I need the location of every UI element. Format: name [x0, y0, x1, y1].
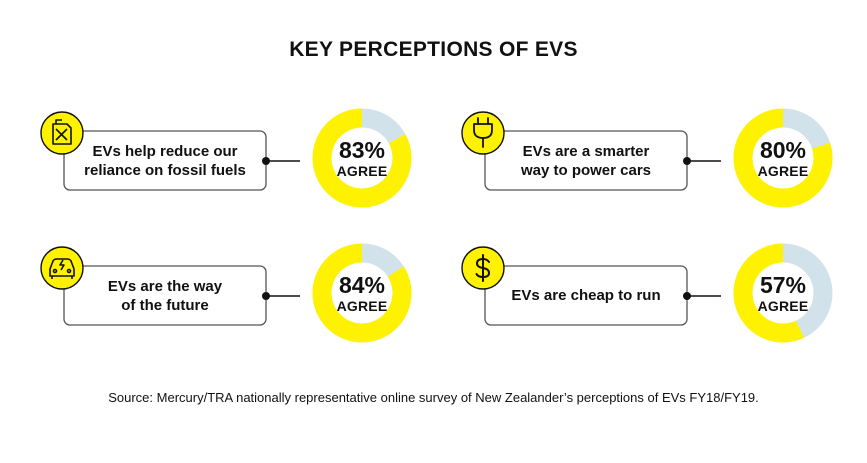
statement-line: EVs are cheap to run [511, 287, 661, 304]
donut-value-arc [312, 108, 412, 208]
agree-label: AGREE [336, 163, 388, 179]
statement-line: EVs help reduce our [92, 143, 238, 160]
agree-label: AGREE [757, 298, 809, 314]
agree-label: AGREE [757, 163, 809, 179]
connector-dot [683, 157, 691, 165]
donut-value-arc [312, 243, 412, 343]
donut-value-arc [733, 243, 805, 343]
percentage-label: 83% AGREE [322, 137, 402, 180]
perception-item: EVs help reduce our reliance on fossil f… [38, 98, 438, 218]
statement-text: EVs help reduce our reliance on fossil f… [64, 142, 266, 180]
electric-car-icon [49, 258, 75, 279]
connector-dot [262, 157, 270, 165]
connector-dot [262, 292, 270, 300]
chart-title: KEY PERCEPTIONS OF EVS [289, 38, 578, 61]
percentage-label: 84% AGREE [322, 272, 402, 315]
percentage-value: 83% [338, 137, 386, 163]
statement-line: EVs are a smarter [522, 143, 650, 160]
icon-badge [461, 111, 505, 155]
percentage-label: 57% AGREE [743, 272, 823, 315]
statement-line: EVs are the way [107, 278, 223, 295]
statement-text: EVs are the way of the future [64, 277, 266, 315]
percentage-value: 80% [759, 137, 807, 163]
statement-line: way to power cars [520, 162, 652, 179]
donut-value-arc [733, 108, 833, 208]
connector-dot [683, 292, 691, 300]
dollar-icon [475, 254, 491, 282]
statement-text: EVs are cheap to run [485, 286, 687, 305]
perception-graphic [40, 243, 412, 343]
statement-line: of the future [121, 297, 209, 314]
fuel-can-icon [52, 119, 72, 145]
statement-line: reliance on fossil fuels [84, 162, 246, 179]
perception-item: EVs are cheap to run 57% AGREE [459, 233, 859, 353]
perception-graphic [461, 243, 833, 343]
plug-icon [473, 117, 493, 148]
statement-text: EVs are a smarter way to power cars [485, 142, 687, 180]
perception-item: EVs are the way of the future 84% AGREE [38, 233, 438, 353]
source-note: Source: Mercury/TRA nationally represent… [108, 390, 759, 405]
perception-graphic [40, 108, 412, 208]
perception-graphic [461, 108, 833, 208]
agree-label: AGREE [336, 298, 388, 314]
percentage-value: 57% [759, 272, 807, 298]
perception-item: EVs are a smarter way to power cars 80% … [459, 98, 859, 218]
percentage-value: 84% [338, 272, 386, 298]
percentage-label: 80% AGREE [743, 137, 823, 180]
